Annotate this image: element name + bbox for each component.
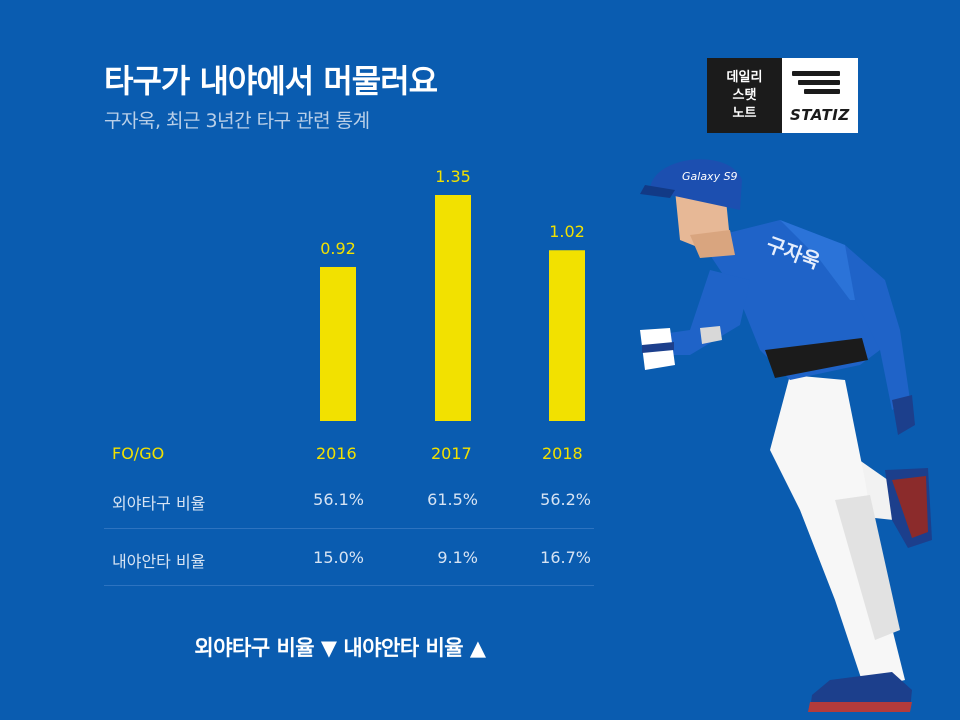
chart-subtitle: 구자욱, 최근 3년간 타구 관련 통계 bbox=[104, 110, 370, 132]
cell-outfield-2018: 56.2% bbox=[540, 490, 591, 509]
table-header-year-2018: 2018 bbox=[542, 444, 583, 463]
bar-2017 bbox=[435, 195, 471, 421]
data-label-2016: 0.92 bbox=[320, 239, 356, 258]
bar-2018 bbox=[549, 250, 585, 421]
cell-outfield-2017: 61.5% bbox=[427, 490, 478, 509]
daily-stat-note-badge: 데일리 스탯 노트 bbox=[707, 58, 782, 133]
helmet-sponsor-text: Galaxy S9 bbox=[682, 170, 738, 183]
baseball-player-illustration: Galaxy S9 구자욱 bbox=[640, 159, 932, 712]
table-header-year-2017: 2017 bbox=[431, 444, 472, 463]
logo-line-1: 데일리 bbox=[726, 69, 763, 85]
summary-caption: 외야타구 비율 ▼ 내야안타 비율 ▲ bbox=[194, 636, 486, 660]
cell-outfield-2016: 56.1% bbox=[313, 490, 364, 509]
table-header-year-2016: 2016 bbox=[316, 444, 357, 463]
table-bottom-divider bbox=[104, 585, 594, 586]
logo-line-3: 노트 bbox=[732, 105, 757, 121]
brand-logo: 데일리 스탯 노트 STATIZ bbox=[707, 58, 858, 133]
data-label-2018: 1.02 bbox=[549, 222, 585, 241]
row-label-outfield-ratio: 외야타구 비율 bbox=[112, 494, 206, 513]
chart-title: 타구가 내야에서 머물러요 bbox=[104, 62, 438, 100]
bar-2016 bbox=[320, 266, 356, 421]
statiz-logo: STATIZ bbox=[782, 58, 858, 133]
table-row-divider bbox=[104, 528, 594, 529]
statiz-wordmark: STATIZ bbox=[790, 106, 850, 124]
row-label-infield-hit-ratio: 내야안타 비율 bbox=[112, 552, 206, 571]
table-header-label: FO/GO bbox=[112, 444, 165, 463]
data-label-2017: 1.35 bbox=[435, 167, 471, 186]
cell-infield-2017: 9.1% bbox=[437, 548, 478, 567]
cell-infield-2018: 16.7% bbox=[540, 548, 591, 567]
cell-infield-2016: 15.0% bbox=[313, 548, 364, 567]
logo-line-2: 스탯 bbox=[732, 87, 757, 103]
